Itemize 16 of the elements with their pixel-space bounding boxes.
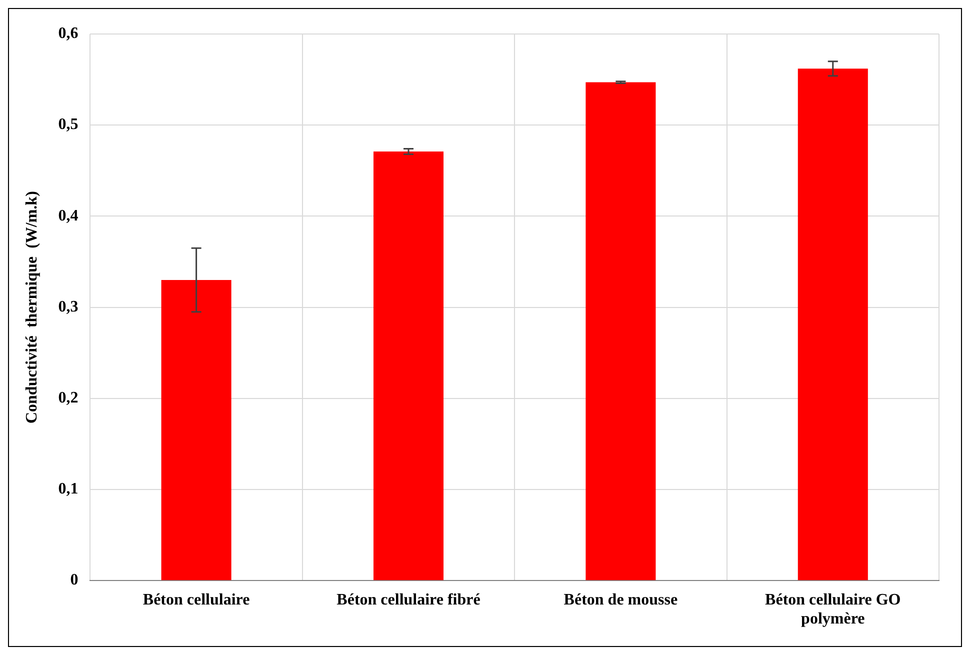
y-tick-label: 0 [70, 572, 78, 589]
y-tick-label: 0,6 [58, 25, 78, 42]
x-tick-label: Béton cellulaire fibré [336, 591, 480, 608]
y-axis-title: Conductivité thermique (W/m.k) [24, 191, 41, 424]
bar [586, 82, 656, 580]
y-tick-label: 0,3 [58, 298, 78, 316]
y-tick-label: 0,4 [58, 207, 78, 224]
y-tick-label: 0,1 [58, 480, 78, 498]
bar [798, 68, 868, 580]
bar [161, 280, 232, 580]
y-tick-label: 0,2 [58, 390, 78, 407]
x-tick-label: Béton de mousse [564, 591, 678, 608]
x-tick-label: Béton cellulaire [142, 591, 250, 608]
y-tick-label: 0,5 [58, 116, 78, 134]
x-tick-label: Béton cellulaire GO polymère [765, 591, 901, 628]
bar [373, 152, 444, 580]
